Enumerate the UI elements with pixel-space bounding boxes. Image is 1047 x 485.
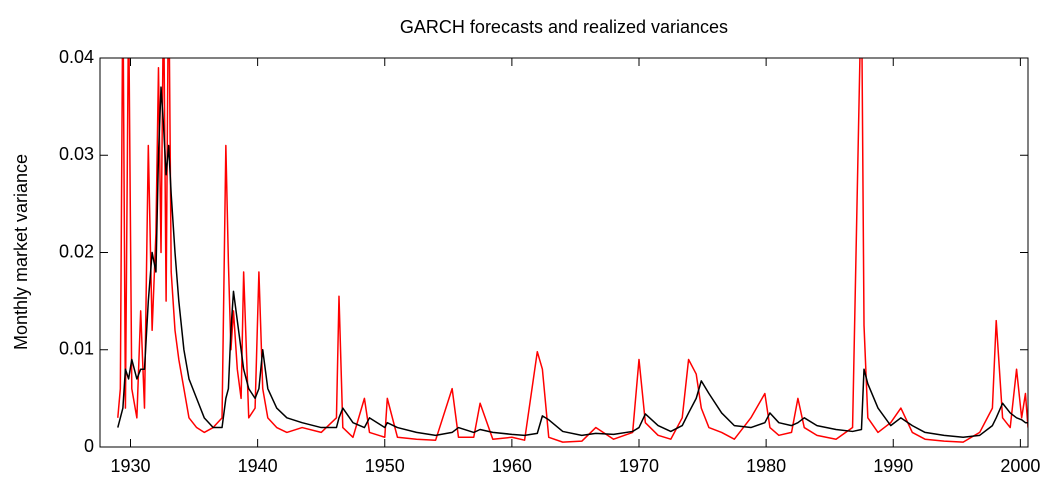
series-line bbox=[117, 58, 1028, 443]
x-tick-label: 1980 bbox=[746, 456, 786, 476]
x-tick-label: 1960 bbox=[492, 456, 532, 476]
plot-area bbox=[117, 58, 1028, 443]
y-axis-label: Monthly market variance bbox=[11, 154, 31, 350]
chart-title: GARCH forecasts and realized variances bbox=[400, 17, 728, 37]
x-tick-label: 1930 bbox=[110, 456, 150, 476]
y-tick-label: 0.04 bbox=[59, 47, 94, 67]
y-tick-label: 0.03 bbox=[59, 144, 94, 164]
x-tick-label: 1940 bbox=[238, 456, 278, 476]
x-tick-label: 1950 bbox=[365, 456, 405, 476]
x-tick-label: 1990 bbox=[873, 456, 913, 476]
x-tick-label: 1970 bbox=[619, 456, 659, 476]
y-tick-label: 0.01 bbox=[59, 339, 94, 359]
series-line bbox=[117, 86, 1028, 439]
x-tick-label: 2000 bbox=[1000, 456, 1040, 476]
y-tick-label: 0 bbox=[84, 436, 94, 456]
y-tick-label: 0.02 bbox=[59, 241, 94, 261]
